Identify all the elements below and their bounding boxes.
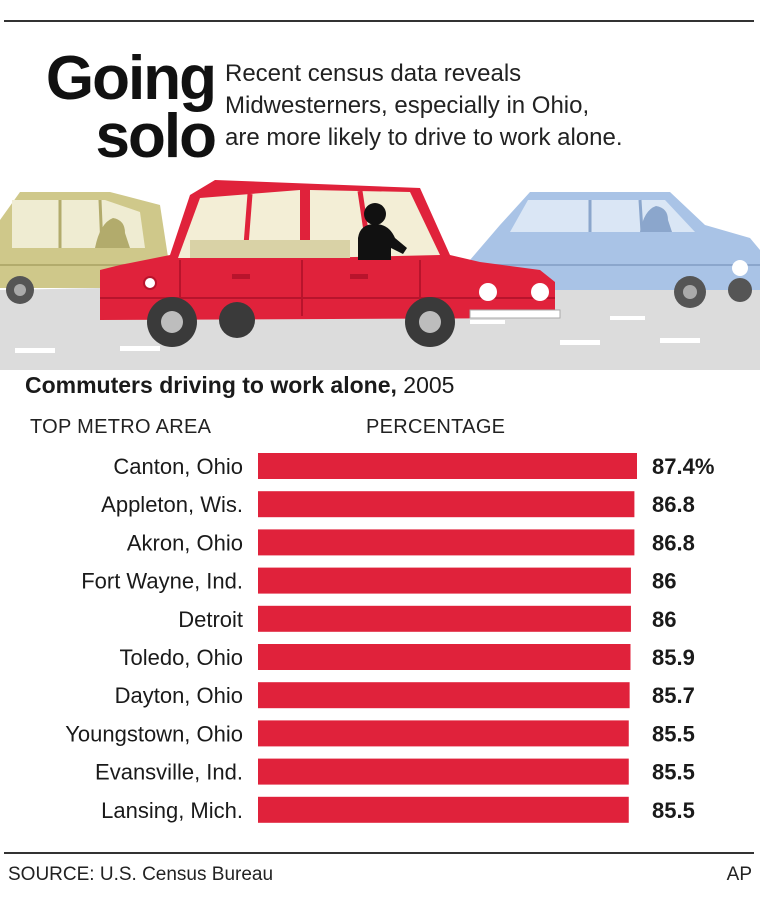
red-car-icon [100,180,561,347]
column-header-area: TOP METRO AREA [30,416,212,438]
chart-title-main: Commuters driving to work alone, [25,372,397,398]
bar [258,491,635,518]
value-label: 87.4% [652,454,714,479]
chart-title: Commuters driving to work alone, 2005 [25,372,454,399]
column-header-percentage: PERCENTAGE [366,416,506,438]
bottom-rule [4,852,754,854]
driver-silhouette-icon [358,203,407,260]
bar [258,720,629,747]
chart-title-year: 2005 [396,372,455,398]
category-label: Evansville, Ind. [95,760,243,785]
category-label: Appleton, Wis. [101,492,243,517]
blue-car-icon [470,192,760,308]
value-label: 85.7 [652,683,695,708]
top-rule [4,20,754,22]
value-label: 85.9 [652,645,695,670]
value-label: 86 [652,607,676,632]
headline: Going solo [30,44,217,171]
dek-line: are more likely to drive to work alone. [225,124,623,151]
traffic-illustration [0,180,760,370]
category-label: Lansing, Mich. [101,798,243,823]
category-label: Detroit [178,607,243,632]
value-label: 85.5 [652,798,695,823]
bar [258,605,631,632]
dek-text: Recent census data reveals Midwesterners… [225,58,745,154]
dek-line: Midwesterners, especially in Ohio, [225,92,590,119]
bar [258,758,629,785]
category-label: Canton, Ohio [113,454,243,479]
source-note: SOURCE: U.S. Census Bureau [8,864,274,885]
bar [258,796,629,823]
bar [258,567,631,594]
category-label: Fort Wayne, Ind. [81,569,243,594]
bar-chart: Canton, Ohio 87.4% Appleton, Wis. 86.8 Akron… [65,453,714,823]
headline-line: solo [95,102,217,171]
value-label: 86.8 [652,530,695,555]
category-label: Youngstown, Ohio [65,721,243,746]
category-label: Akron, Ohio [127,530,243,555]
value-label: 86 [652,569,676,594]
bar [258,644,631,670]
category-label: Toledo, Ohio [119,645,243,670]
headline-line: Going [45,44,217,113]
dek-line: Recent census data reveals [225,60,522,87]
value-label: 85.5 [652,760,695,785]
value-label: 86.8 [652,492,695,517]
bar [258,682,630,709]
value-label: 85.5 [652,721,695,746]
bar [258,453,637,479]
category-label: Dayton, Ohio [115,683,243,708]
bar [258,529,635,556]
credit-note: AP [726,864,752,885]
